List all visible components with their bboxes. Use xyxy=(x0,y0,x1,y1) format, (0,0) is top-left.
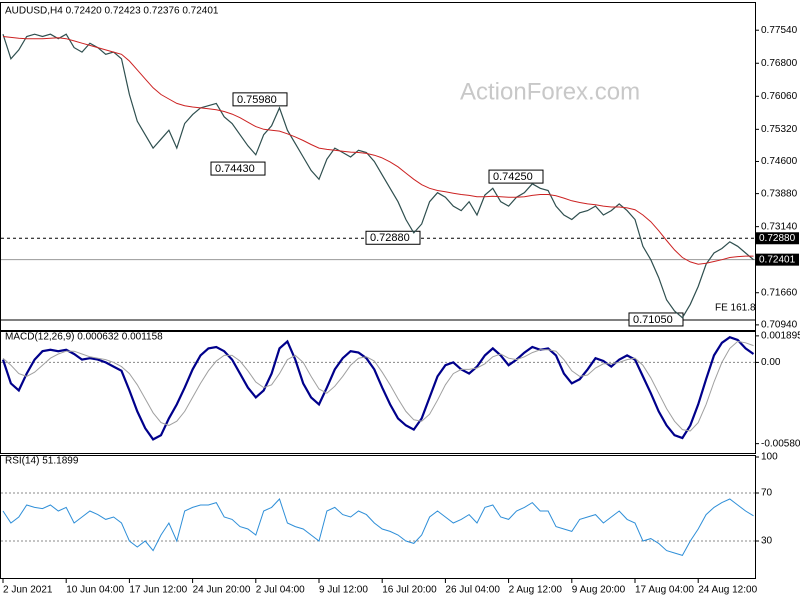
annotation-label: 0.75980 xyxy=(237,94,277,106)
panel-title: RSI(14) 51.1899 xyxy=(5,456,79,467)
x-tick-label: 16 Jul 20:00 xyxy=(382,585,437,596)
y-tick-label: 0.73140 xyxy=(761,221,798,232)
x-tick-label: 17 Jun 12:00 xyxy=(129,585,187,596)
y-tick-label: 0.77540 xyxy=(761,25,798,36)
x-tick-label: 24 Aug 12:00 xyxy=(698,585,757,596)
annotation-box xyxy=(232,92,288,107)
y-tick-label: 30 xyxy=(761,536,773,547)
annotation-label: 0.74250 xyxy=(493,171,533,183)
price-panel xyxy=(0,2,756,331)
watermark: ActionForex.com xyxy=(460,78,640,105)
annotation-box xyxy=(365,230,421,245)
y-tick-label: 0.71660 xyxy=(761,287,798,298)
y-tick-label: -0.005803 xyxy=(761,438,800,449)
price-label-box xyxy=(756,232,799,245)
fe-label: FE 161.8 xyxy=(715,303,756,314)
x-tick-label: 2 Aug 12:00 xyxy=(509,585,563,596)
y-tick-label: 100 xyxy=(761,452,778,463)
price-label: 0.72401 xyxy=(759,254,796,265)
annotation-box xyxy=(628,312,684,327)
x-tick-label: 2 Jul 04:00 xyxy=(256,585,305,596)
series-line xyxy=(2,33,754,319)
x-tick-label: 9 Jul 12:00 xyxy=(319,585,368,596)
y-tick-label: 0.76800 xyxy=(761,58,798,69)
y-tick-label: 0.76060 xyxy=(761,91,798,102)
price-label-box xyxy=(756,253,799,266)
y-tick-label: 0.70940 xyxy=(761,320,798,331)
y-tick-label: 0.73880 xyxy=(761,188,798,199)
x-tick-label: 26 Jul 04:00 xyxy=(445,585,500,596)
y-tick-label: 70 xyxy=(761,488,773,499)
series-line xyxy=(2,340,754,432)
panel-title: MACD(12,26,9) 0.000632 0.001158 xyxy=(5,332,163,343)
series-line xyxy=(2,498,754,556)
x-tick-label: 24 Jun 20:00 xyxy=(193,585,251,596)
series-line xyxy=(1,335,755,441)
x-tick-label: 17 Aug 04:00 xyxy=(635,585,694,596)
price-label: 0.72880 xyxy=(759,233,796,244)
annotation-label: 0.74430 xyxy=(215,163,255,175)
x-tick-label: 10 Jun 04:00 xyxy=(66,585,124,596)
x-tick-label: 9 Aug 20:00 xyxy=(572,585,626,596)
series-line xyxy=(2,36,754,265)
y-tick-label: 0.74600 xyxy=(761,156,798,167)
rsi-panel xyxy=(0,455,756,579)
annotation-label: 0.72880 xyxy=(370,232,410,244)
y-tick-label: 0.00 xyxy=(761,357,781,368)
macd-panel xyxy=(0,331,756,454)
y-tick-label: 0.75320 xyxy=(761,124,798,135)
x-tick-label: 2 Jun 2021 xyxy=(3,585,53,596)
panel-title: AUDUSD,H4 0.72420 0.72423 0.72376 0.7240… xyxy=(5,6,219,17)
y-tick-label: 0.001895 xyxy=(761,331,800,342)
annotation-label: 0.71050 xyxy=(633,314,673,326)
annotation-box xyxy=(488,169,544,184)
annotation-box xyxy=(210,161,266,176)
